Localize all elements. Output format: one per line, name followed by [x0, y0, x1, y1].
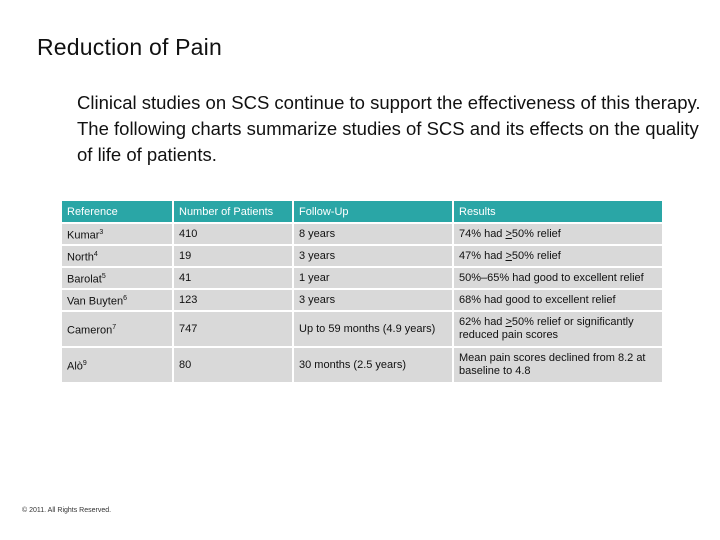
- table-row: Kumar3 410 8 years 74% had >50% relief: [62, 224, 662, 244]
- table-row: Van Buyten6 123 3 years 68% had good to …: [62, 290, 662, 310]
- results-cell: 68% had good to excellent relief: [454, 290, 662, 310]
- results-text-end: 50% relief or significantly reduced pain…: [459, 316, 634, 341]
- patients-cell: 123: [174, 290, 294, 310]
- follow-up-cell: 3 years: [294, 246, 454, 266]
- reference-cell: Barolat5: [62, 268, 174, 288]
- results-symbol: >: [505, 249, 512, 262]
- follow-up-cell: Up to 59 months (4.9 years): [294, 312, 454, 346]
- patients-cell: 41: [174, 268, 294, 288]
- reference-cell: Cameron7: [62, 312, 174, 346]
- results-text-end: 50% relief: [511, 227, 561, 240]
- header-results: Results: [454, 201, 662, 222]
- results-cell: 62% had >50% relief or significantly red…: [454, 312, 662, 346]
- reference-cell: Alò9: [62, 348, 174, 382]
- citation-superscript: 7: [112, 323, 117, 331]
- results-text: 50%–65% had good to excellent relief: [459, 271, 644, 284]
- results-text: 47% had: [459, 249, 506, 262]
- results-cell: 47% had >50% relief: [454, 246, 662, 266]
- intro-paragraph: Clinical studies on SCS continue to supp…: [77, 92, 701, 165]
- reference-name: North: [67, 251, 94, 264]
- results-cell: 50%–65% had good to excellent relief: [454, 268, 662, 288]
- patients-cell: 19: [174, 246, 294, 266]
- header-number-of-patients: Number of Patients: [174, 201, 294, 222]
- studies-table: Reference Number of Patients Follow-Up R…: [62, 199, 662, 384]
- table-row: Alò9 80 30 months (2.5 years) Mean pain …: [62, 348, 662, 382]
- copyright-footer: © 2011. All Rights Reserved.: [22, 507, 112, 514]
- results-text: 62% had: [459, 316, 506, 328]
- table-row: Barolat5 41 1 year 50%–65% had good to e…: [62, 268, 662, 288]
- results-text: 74% had: [459, 227, 506, 240]
- patients-cell: 747: [174, 312, 294, 346]
- reference-name: Alò: [67, 360, 83, 373]
- follow-up-cell: 1 year: [294, 268, 454, 288]
- reference-name: Cameron: [67, 324, 113, 337]
- results-symbol: >: [505, 316, 512, 328]
- follow-up-cell: 3 years: [294, 290, 454, 310]
- results-text: Mean pain scores declined from 8.2 at ba…: [459, 352, 646, 377]
- table-row: Cameron7 747 Up to 59 months (4.9 years)…: [62, 312, 662, 346]
- results-cell: Mean pain scores declined from 8.2 at ba…: [454, 348, 662, 382]
- reference-cell: Van Buyten6: [62, 290, 174, 310]
- reference-name: Van Buyten: [67, 295, 124, 308]
- citation-superscript: 6: [123, 294, 127, 302]
- citation-superscript: 9: [82, 359, 87, 367]
- table-header-row: Reference Number of Patients Follow-Up R…: [62, 201, 662, 222]
- reference-cell: North4: [62, 246, 174, 266]
- results-text-end: 50% relief: [511, 249, 561, 262]
- results-cell: 74% had >50% relief: [454, 224, 662, 244]
- patients-cell: 80: [174, 348, 294, 382]
- reference-cell: Kumar3: [62, 224, 174, 244]
- slide-title: Reduction of Pain: [37, 34, 222, 60]
- reference-name: Barolat: [67, 273, 102, 286]
- header-reference: Reference: [62, 201, 174, 222]
- table-row: North4 19 3 years 47% had >50% relief: [62, 246, 662, 266]
- reference-name: Kumar: [67, 229, 100, 242]
- follow-up-cell: 8 years: [294, 224, 454, 244]
- results-symbol: >: [505, 227, 512, 240]
- patients-cell: 410: [174, 224, 294, 244]
- header-follow-up: Follow-Up: [294, 201, 454, 222]
- citation-superscript: 5: [101, 272, 106, 280]
- follow-up-cell: 30 months (2.5 years): [294, 348, 454, 382]
- citation-superscript: 3: [99, 228, 104, 236]
- citation-superscript: 4: [93, 250, 98, 258]
- results-text: 68% had good to excellent relief: [459, 293, 616, 306]
